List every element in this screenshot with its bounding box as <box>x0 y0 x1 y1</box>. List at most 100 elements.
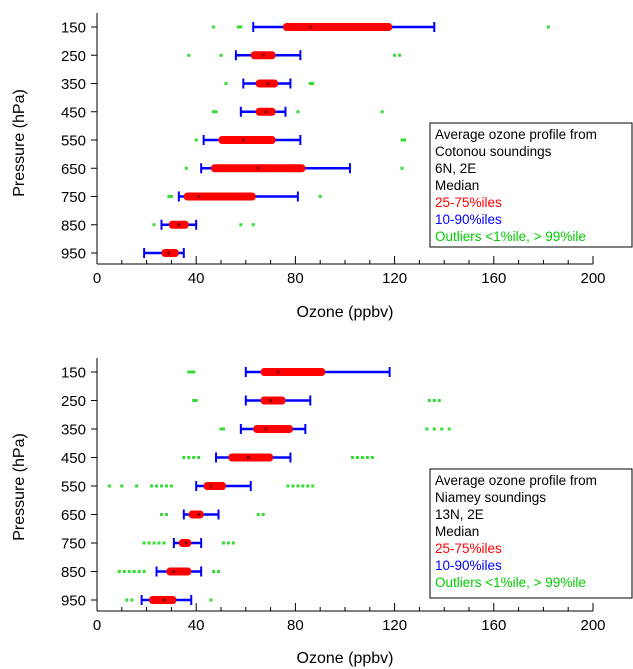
outlier-point <box>120 484 124 488</box>
outlier-point <box>212 570 216 573</box>
outlier-point <box>365 456 369 459</box>
median-marker <box>308 25 312 29</box>
legend-line: Cotonou soundings <box>435 144 552 159</box>
iqr-box <box>253 425 293 433</box>
x-tick-label: 120 <box>382 270 407 287</box>
outlier-point <box>440 427 444 431</box>
outlier-point <box>117 570 121 573</box>
outlier-point <box>217 570 221 573</box>
outlier-point <box>296 110 300 114</box>
iqr-box <box>188 510 204 519</box>
outlier-point <box>221 541 225 545</box>
outlier-point <box>432 427 436 431</box>
median-marker <box>167 251 171 255</box>
outlier-point <box>209 598 213 602</box>
legend-line: 6N, 2E <box>435 161 476 176</box>
median-marker <box>264 427 268 431</box>
y-tick-label: 450 <box>61 450 86 467</box>
outlier-point <box>187 53 191 57</box>
outlier-point <box>400 138 404 142</box>
x-tick-label: 40 <box>188 270 205 287</box>
outlier-point <box>159 513 163 516</box>
outlier-point <box>546 25 550 29</box>
x-tick-label: 0 <box>93 617 101 634</box>
outlier-point <box>169 195 173 198</box>
legend-line: 25-75%iles <box>435 541 502 556</box>
y-tick-label: 350 <box>61 422 86 439</box>
legend: Average ozone profile from Cotonou sound… <box>429 122 633 248</box>
y-tick-label: 850 <box>61 564 86 581</box>
iqr-box <box>260 368 326 376</box>
legend-line: 10-90%iles <box>435 212 502 227</box>
outlier-point <box>184 166 188 170</box>
outlier-point <box>226 541 230 545</box>
outlier-point <box>152 541 156 545</box>
outlier-point <box>427 399 431 402</box>
x-tick-label: 80 <box>287 270 304 287</box>
outlier-point <box>157 541 161 545</box>
y-tick-label: 550 <box>61 479 86 496</box>
median-marker <box>177 223 181 227</box>
legend-line: Median <box>435 178 479 193</box>
outlier-point <box>224 82 228 85</box>
x-tick-label: 160 <box>481 270 506 287</box>
y-tick-label: 650 <box>61 161 86 178</box>
outlier-point <box>425 427 429 431</box>
y-tick-label: 150 <box>61 365 86 382</box>
outlier-point <box>214 110 218 114</box>
median-marker <box>266 81 270 86</box>
outlier-point <box>127 570 131 573</box>
outlier-point <box>107 484 111 488</box>
iqr-box <box>166 567 192 576</box>
x-tick-label: 200 <box>580 270 605 287</box>
outlier-point <box>398 53 402 57</box>
x-tick-label: 160 <box>481 617 506 634</box>
outlier-point <box>360 456 364 459</box>
outlier-point <box>350 456 354 459</box>
outlier-point <box>192 370 196 374</box>
outlier-point <box>142 541 146 545</box>
outlier-point <box>239 223 243 227</box>
y-tick-label: 650 <box>61 507 86 524</box>
legend-line: Average ozone profile from <box>435 473 597 488</box>
y-tick-label: 550 <box>61 133 86 150</box>
outlier-point <box>380 110 384 114</box>
plot-area <box>143 22 550 258</box>
y-tick-label: 150 <box>61 20 86 37</box>
y-tick-label: 250 <box>61 393 86 410</box>
outlier-point <box>150 484 154 488</box>
median-marker <box>256 166 260 170</box>
legend-line: Median <box>435 524 479 539</box>
outlier-point <box>125 598 129 602</box>
outlier-point <box>400 166 404 170</box>
outlier-point <box>370 456 374 459</box>
y-tick-label: 750 <box>61 536 86 553</box>
median-marker <box>246 455 250 460</box>
y-axis-title: Pressure (hPa) <box>11 433 28 541</box>
outlier-point <box>197 456 201 459</box>
x-tick-label: 200 <box>580 617 605 634</box>
panel-niamey: Pressure (hPa) Ozone (ppbv) 0 40 80 120 160 2… <box>11 358 633 667</box>
legend-box <box>429 468 633 599</box>
outlier-point <box>164 484 168 488</box>
median-marker <box>172 569 176 574</box>
median-marker <box>269 398 273 403</box>
legend-line: Average ozone profile from <box>435 127 597 142</box>
y-tick-label: 450 <box>61 104 86 121</box>
outlier-point <box>192 456 196 459</box>
outlier-point <box>147 541 151 545</box>
legend-line: 13N, 2E <box>435 507 484 522</box>
outlier-point <box>236 25 240 29</box>
outlier-point <box>447 427 451 431</box>
x-tick-label: 80 <box>287 617 304 634</box>
outlier-point <box>432 399 436 402</box>
y-tick-label: 950 <box>61 593 86 610</box>
x-tick-label: 0 <box>93 270 101 287</box>
outlier-point <box>251 223 255 227</box>
outlier-point <box>403 138 407 142</box>
median-marker <box>209 484 213 488</box>
x-tick-label: 40 <box>188 617 205 634</box>
outlier-point <box>296 484 300 488</box>
outlier-point <box>311 82 315 85</box>
iqr-box <box>183 192 256 201</box>
